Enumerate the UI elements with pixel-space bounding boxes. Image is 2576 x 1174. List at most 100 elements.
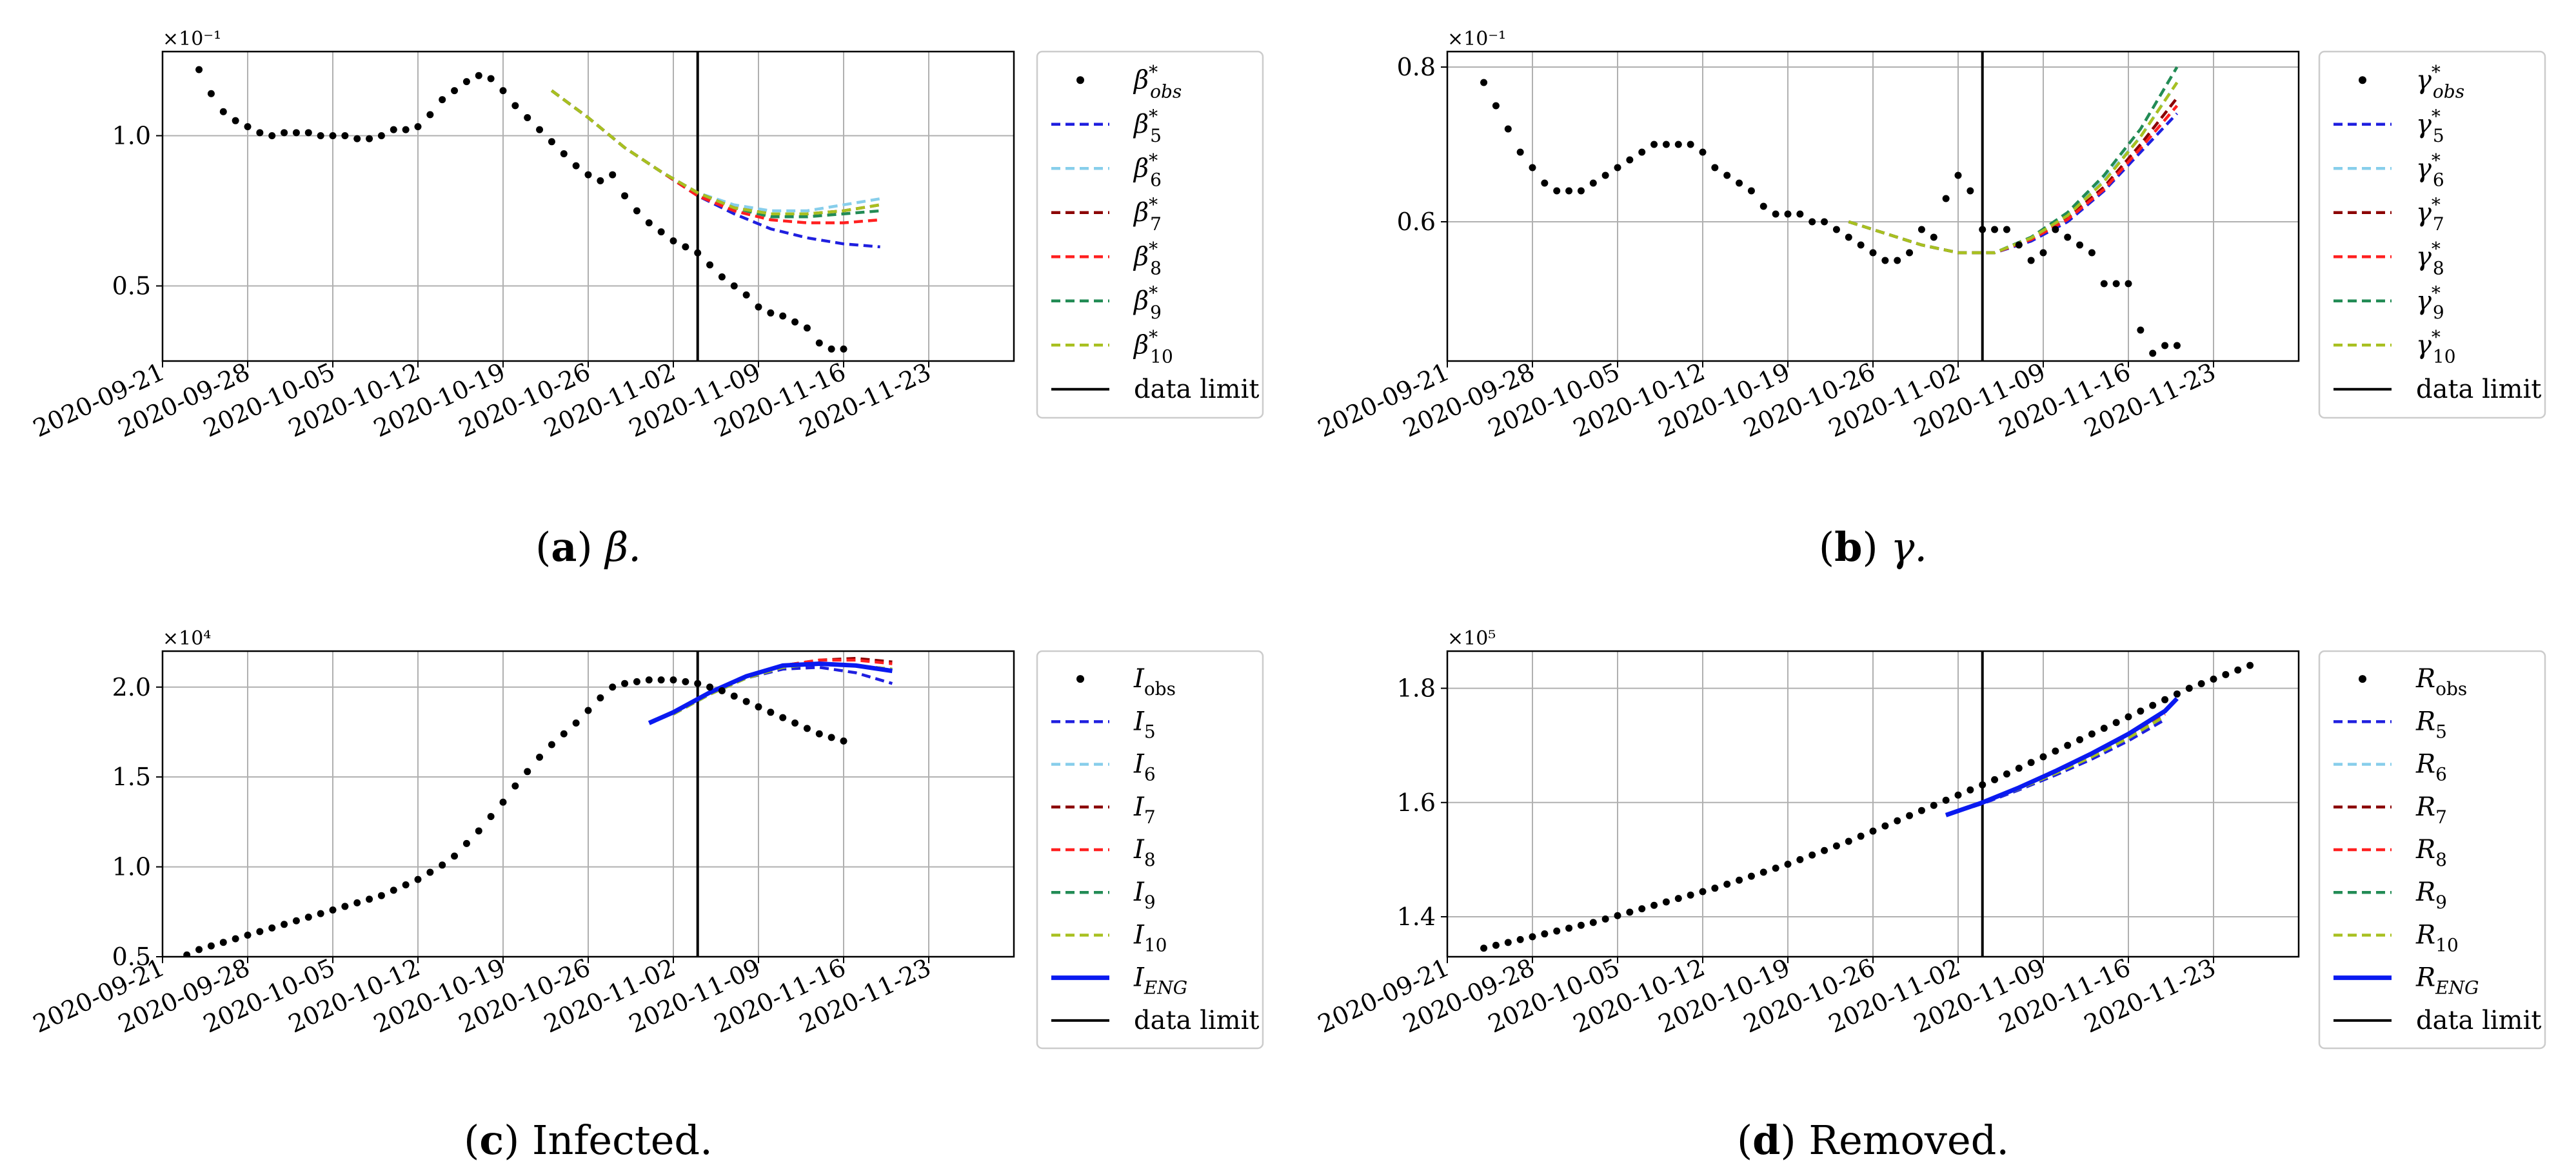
observed-point: [2039, 249, 2047, 257]
observed-point: [852, 0, 859, 4]
observed-point: [1869, 827, 1877, 835]
observed-point: [852, 0, 859, 4]
observed-point: [1553, 927, 1561, 935]
observed-point: [633, 678, 640, 685]
observed-point: [1906, 812, 1914, 819]
y-tick-label: 1.0: [112, 121, 151, 150]
observed-point: [949, 0, 956, 4]
observed-point: [597, 694, 604, 701]
observed-point: [377, 892, 385, 899]
observed-point: [2185, 685, 2193, 692]
observed-point: [1979, 781, 1986, 788]
observed-point: [462, 78, 470, 86]
legend-label: β* 7: [1133, 194, 1162, 235]
observed-point: [1650, 141, 1658, 148]
observed-point: [2052, 226, 2059, 233]
plot-frame: [161, 50, 1015, 362]
observed-point: [2246, 661, 2254, 669]
y-tick-label: 1.0: [112, 853, 151, 881]
observed-point: [572, 162, 580, 170]
series-line-8: [551, 89, 880, 224]
observed-point: [1979, 226, 1986, 233]
y-tick-label: 1.8: [1397, 674, 1436, 703]
observed-point: [402, 881, 410, 888]
observed-point: [877, 0, 884, 4]
observed-point: [827, 345, 835, 353]
observed-point: [1723, 880, 1731, 888]
observed-point: [2198, 0, 2205, 4]
observed-point: [475, 827, 482, 835]
observed-point: [2003, 770, 2010, 778]
observed-point: [694, 249, 702, 257]
observed-point: [426, 111, 434, 119]
legend-label: R9: [2415, 877, 2447, 913]
observed-point: [2137, 707, 2145, 715]
observed-point: [2100, 725, 2108, 732]
observed-point: [584, 171, 592, 179]
observed-point: [317, 910, 324, 917]
observed-point: [366, 895, 373, 903]
observed-point: [657, 676, 665, 684]
data-layer: [1480, 651, 2254, 957]
legend-label: γ* 5: [2416, 106, 2444, 146]
observed-point: [244, 123, 252, 131]
legend-marker-observed: [2359, 675, 2366, 683]
observed-point: [803, 725, 811, 732]
observed-point: [1784, 860, 1792, 868]
observed-point: [2222, 670, 2230, 678]
observed-point: [1930, 233, 1937, 241]
observed-point: [256, 129, 264, 137]
legend-label: R5: [2415, 707, 2447, 742]
legend-label: data limit: [2416, 1006, 2541, 1035]
observed-point: [1674, 895, 1682, 903]
observed-point: [232, 935, 239, 943]
observed-point: [292, 129, 300, 137]
observed-point: [2088, 730, 2095, 738]
observed-point: [962, 0, 969, 4]
observed-point: [1869, 249, 1877, 257]
observed-point: [1894, 257, 1901, 264]
plot-frame: [161, 650, 1015, 958]
observed-point: [1516, 148, 1524, 156]
observed-point: [1857, 241, 1865, 249]
observed-point: [1577, 187, 1585, 195]
legend-label: β* 10: [1133, 326, 1173, 367]
observed-point: [1541, 179, 1549, 187]
observed-point: [1857, 832, 1865, 840]
series-line-5: [1945, 718, 2166, 817]
observed-point: [730, 282, 738, 289]
observed-point: [1711, 885, 1719, 892]
observed-point: [1492, 941, 1500, 949]
observed-point: [195, 946, 203, 954]
legend-label: data limit: [1134, 375, 1259, 404]
observed-point: [2064, 233, 2072, 241]
observed-point: [2076, 736, 2084, 743]
observed-point: [1589, 919, 1597, 926]
legend: β* obs β* 5 β* 6 β* 7 β* 8 β* 9 β* 10 data limit: [1036, 50, 1264, 419]
observed-point: [2125, 280, 2132, 288]
observed-point: [304, 914, 312, 921]
observed-point: [499, 87, 507, 95]
observed-point: [682, 678, 689, 685]
series-line-eng: [648, 661, 893, 725]
observed-point: [1480, 944, 1488, 952]
legend-label: I8: [1133, 835, 1156, 870]
observed-point: [1967, 187, 1974, 195]
observed-point: [2161, 696, 2169, 703]
observed-point: [913, 0, 920, 4]
observed-point: [195, 66, 203, 73]
observed-point: [609, 171, 617, 179]
observed-point: [329, 906, 337, 914]
legend: Robs R5 R6 R7 R8 R9 R10 RENG data limit: [2318, 650, 2546, 1050]
legend-label: RENG: [2415, 963, 2479, 999]
observed-point: [633, 207, 640, 215]
observed-point: [244, 932, 252, 939]
observed-point: [1821, 218, 1828, 226]
observed-point: [1917, 807, 1925, 814]
observed-point: [1991, 226, 1999, 233]
observed-point: [487, 813, 495, 821]
observed-point: [621, 680, 629, 687]
legend-label: I9: [1133, 877, 1156, 913]
observed-point: [937, 0, 944, 4]
